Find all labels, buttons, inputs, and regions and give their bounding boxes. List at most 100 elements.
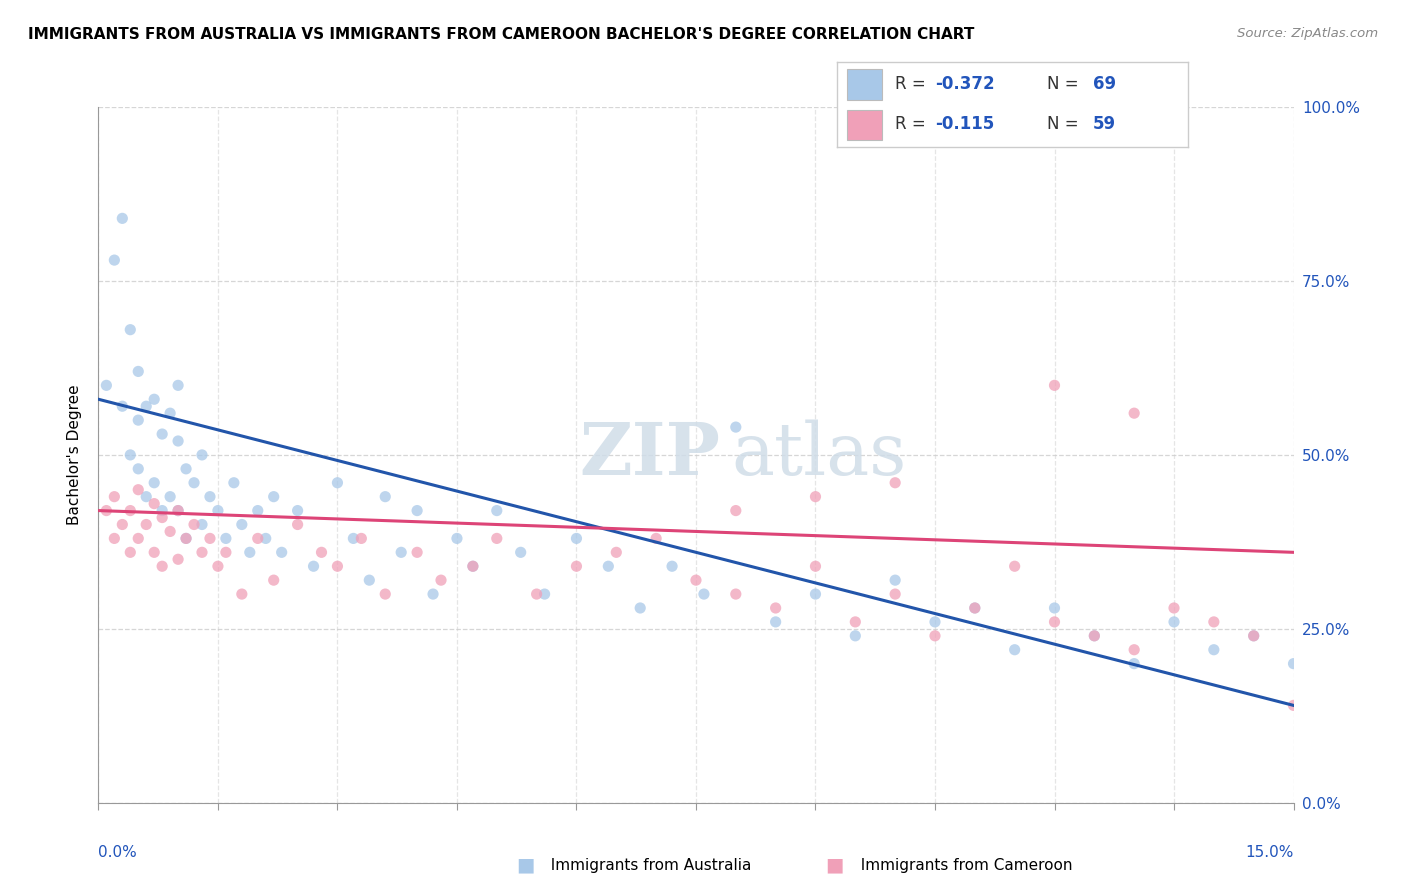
Point	[598, 559, 620, 574]
Point	[120, 503, 142, 517]
Text: -0.372: -0.372	[935, 76, 994, 94]
FancyBboxPatch shape	[846, 70, 883, 100]
Point	[884, 475, 907, 490]
Point	[422, 587, 444, 601]
Text: 0.0%: 0.0%	[98, 845, 138, 860]
Point	[183, 517, 205, 532]
Text: 69: 69	[1094, 76, 1116, 94]
Text: N =: N =	[1047, 115, 1084, 133]
Point	[120, 545, 142, 559]
Point	[342, 532, 364, 546]
Point	[246, 503, 269, 517]
Point	[406, 503, 429, 517]
Point	[311, 545, 333, 559]
Point	[207, 503, 229, 517]
Point	[167, 503, 190, 517]
Text: atlas: atlas	[733, 419, 907, 491]
Point	[150, 559, 173, 574]
Point	[509, 545, 531, 559]
Point	[1282, 698, 1305, 713]
Point	[150, 510, 173, 524]
Point	[485, 532, 508, 546]
Point	[127, 413, 149, 427]
Point	[127, 483, 149, 497]
Text: IMMIGRANTS FROM AUSTRALIA VS IMMIGRANTS FROM CAMEROON BACHELOR'S DEGREE CORRELAT: IMMIGRANTS FROM AUSTRALIA VS IMMIGRANTS …	[28, 27, 974, 42]
Point	[167, 552, 190, 566]
Point	[183, 475, 205, 490]
Point	[191, 545, 214, 559]
Point	[724, 420, 747, 434]
Point	[127, 532, 149, 546]
Point	[461, 559, 484, 574]
Point	[111, 517, 134, 532]
Point	[844, 629, 866, 643]
Point	[111, 399, 134, 413]
Text: Immigrants from Cameroon: Immigrants from Cameroon	[851, 858, 1073, 872]
Point	[231, 587, 253, 601]
Point	[150, 503, 173, 517]
Text: Immigrants from Australia: Immigrants from Australia	[541, 858, 752, 872]
Point	[1282, 657, 1305, 671]
Point	[724, 503, 747, 517]
Point	[215, 532, 238, 546]
Point	[389, 545, 412, 559]
Text: R =: R =	[894, 76, 931, 94]
Point	[103, 253, 125, 268]
Point	[191, 517, 214, 532]
Point	[127, 462, 149, 476]
Point	[374, 490, 396, 504]
Point	[628, 601, 651, 615]
Point	[96, 503, 118, 517]
Point	[565, 559, 588, 574]
Point	[143, 545, 166, 559]
Point	[661, 559, 683, 574]
Point	[804, 587, 827, 601]
Point	[485, 503, 508, 517]
Point	[231, 517, 253, 532]
Point	[1163, 615, 1185, 629]
Point	[191, 448, 214, 462]
Point	[1163, 601, 1185, 615]
Point	[963, 601, 986, 615]
Point	[924, 629, 946, 643]
Point	[167, 378, 190, 392]
Point	[765, 615, 787, 629]
Text: ZIP: ZIP	[579, 419, 720, 491]
Text: Source: ZipAtlas.com: Source: ZipAtlas.com	[1237, 27, 1378, 40]
Point	[143, 497, 166, 511]
Point	[1202, 615, 1225, 629]
Point	[1243, 629, 1265, 643]
Point	[127, 364, 149, 378]
Point	[111, 211, 134, 226]
Text: 15.0%: 15.0%	[1246, 845, 1294, 860]
Point	[174, 462, 197, 476]
Point	[167, 434, 190, 448]
Text: N =: N =	[1047, 76, 1084, 94]
Point	[1083, 629, 1105, 643]
Point	[302, 559, 325, 574]
Point	[1004, 642, 1026, 657]
FancyBboxPatch shape	[846, 110, 883, 140]
Point	[1123, 657, 1146, 671]
Point	[326, 559, 349, 574]
Point	[120, 323, 142, 337]
Point	[526, 587, 548, 601]
Point	[167, 503, 190, 517]
Point	[374, 587, 396, 601]
Point	[1243, 629, 1265, 643]
Point	[120, 448, 142, 462]
Point	[884, 573, 907, 587]
Point	[326, 475, 349, 490]
Point	[1043, 378, 1066, 392]
Y-axis label: Bachelor's Degree: Bachelor's Degree	[67, 384, 83, 525]
Text: -0.115: -0.115	[935, 115, 994, 133]
Point	[263, 573, 285, 587]
Point	[844, 615, 866, 629]
Point	[96, 378, 118, 392]
Point	[159, 406, 181, 420]
Point	[461, 559, 484, 574]
Point	[924, 615, 946, 629]
Point	[963, 601, 986, 615]
Point	[239, 545, 262, 559]
Point	[174, 532, 197, 546]
